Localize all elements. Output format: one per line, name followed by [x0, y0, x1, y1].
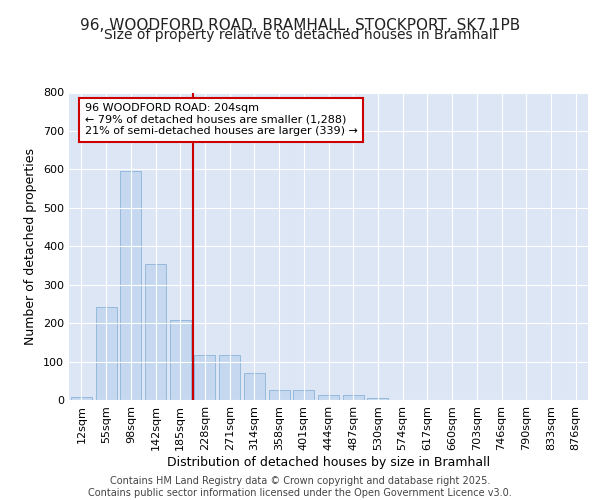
Bar: [95, 307, 116, 400]
Bar: [145, 264, 166, 400]
Text: 96, WOODFORD ROAD, BRAMHALL, STOCKPORT, SK7 1PB: 96, WOODFORD ROAD, BRAMHALL, STOCKPORT, …: [80, 18, 520, 32]
Bar: [170, 320, 191, 400]
Bar: [293, 390, 314, 400]
Bar: [367, 398, 388, 400]
Text: 96 WOODFORD ROAD: 204sqm
← 79% of detached houses are smaller (1,288)
21% of sem: 96 WOODFORD ROAD: 204sqm ← 79% of detach…: [85, 104, 358, 136]
Bar: [71, 397, 92, 400]
Bar: [318, 395, 339, 400]
Bar: [269, 390, 290, 400]
Text: Size of property relative to detached houses in Bramhall: Size of property relative to detached ho…: [104, 28, 496, 42]
Bar: [120, 172, 141, 400]
Bar: [244, 373, 265, 400]
Bar: [194, 354, 215, 400]
Bar: [343, 395, 364, 400]
Y-axis label: Number of detached properties: Number of detached properties: [25, 148, 37, 345]
Bar: [219, 354, 240, 400]
Text: Contains HM Land Registry data © Crown copyright and database right 2025.
Contai: Contains HM Land Registry data © Crown c…: [88, 476, 512, 498]
X-axis label: Distribution of detached houses by size in Bramhall: Distribution of detached houses by size …: [167, 456, 490, 468]
